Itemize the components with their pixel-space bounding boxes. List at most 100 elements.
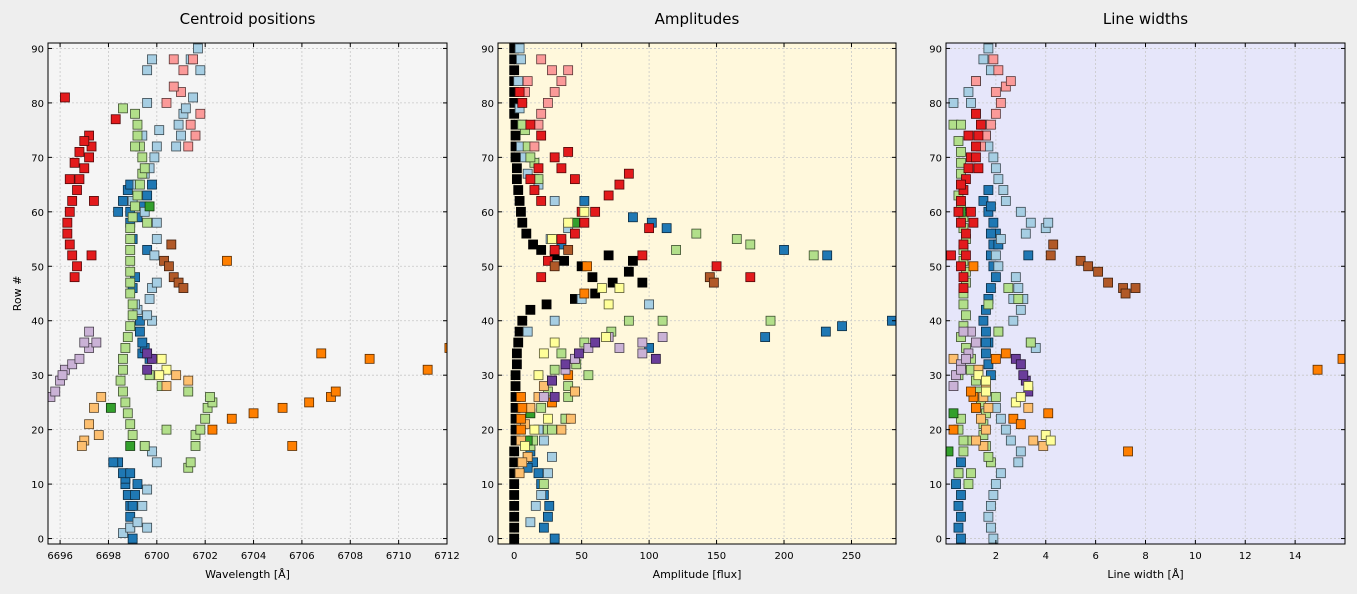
x-tick-label: 6698 [96, 551, 121, 562]
data-point [137, 152, 148, 163]
data-point [549, 196, 560, 206]
y-tick-label: 40 [31, 317, 44, 328]
data-point [966, 98, 976, 108]
data-point [132, 119, 143, 130]
data-point [188, 92, 198, 103]
data-point [948, 408, 959, 419]
data-point [968, 217, 979, 228]
data-point [961, 310, 971, 321]
data-point [151, 141, 162, 152]
data-point [130, 108, 140, 119]
x-tick-label: 6708 [338, 551, 363, 562]
y-tick-label: 70 [929, 153, 942, 164]
data-point [1028, 435, 1039, 446]
data-point [142, 364, 153, 375]
data-point [171, 370, 182, 381]
y-tick-label: 60 [929, 208, 942, 219]
data-point [125, 255, 136, 266]
data-point [1083, 261, 1094, 272]
x-axis-label: Line width [Å] [1107, 568, 1183, 581]
y-tick-label: 20 [481, 426, 494, 437]
data-point [536, 490, 547, 500]
data-point [149, 250, 160, 261]
data-point [544, 500, 555, 511]
data-point [570, 228, 580, 239]
data-point [579, 206, 590, 217]
data-point [579, 196, 590, 206]
data-point [547, 65, 557, 76]
data-point [563, 147, 574, 157]
data-point [583, 370, 594, 381]
data-point [779, 245, 789, 255]
data-point [983, 511, 994, 522]
data-point [1010, 397, 1021, 408]
data-point [69, 157, 80, 168]
axes-frame-1 [47, 42, 448, 545]
data-point [154, 125, 165, 136]
data-point [988, 217, 999, 228]
data-point [127, 533, 138, 544]
data-point [579, 288, 590, 299]
data-point [958, 283, 969, 293]
data-point [990, 108, 1001, 119]
data-point [125, 223, 136, 234]
data-point [120, 343, 131, 353]
data-point [711, 261, 722, 272]
data-point [951, 479, 961, 489]
data-point [1025, 337, 1036, 348]
data-point [1010, 353, 1021, 364]
data-point [118, 196, 128, 206]
data-point [510, 370, 521, 381]
data-point [559, 255, 570, 266]
data-point [808, 250, 819, 261]
data-point [533, 174, 544, 185]
data-point [509, 108, 520, 119]
y-tick-label: 0 [38, 535, 44, 546]
data-point [76, 441, 87, 451]
panel-2: 0 50 100 150 200 250 0 10 20 30 40 50 60 70 80 90 Amplit… [481, 10, 897, 581]
data-point [510, 152, 521, 163]
x-tick-label: 6706 [289, 551, 314, 562]
data-point [521, 228, 532, 239]
data-point [691, 228, 702, 239]
data-point [161, 381, 172, 391]
data-point [84, 152, 95, 163]
data-point [1000, 424, 1011, 435]
y-tick-label: 30 [481, 371, 494, 382]
data-point [287, 441, 298, 451]
data-point [661, 223, 672, 234]
data-point [958, 239, 969, 250]
data-point [151, 234, 162, 244]
data-point [1023, 250, 1034, 261]
y-tick-label: 90 [31, 44, 44, 55]
data-point [183, 386, 194, 397]
data-point [67, 196, 78, 206]
data-point [549, 245, 560, 255]
plot-area-1 [48, 43, 447, 544]
data-point [966, 386, 976, 397]
data-point [637, 337, 648, 348]
data-points-2 [509, 43, 896, 544]
data-point [978, 196, 989, 206]
data-point [549, 533, 560, 544]
data-point [1023, 402, 1034, 413]
y-tick-label: 60 [31, 208, 44, 219]
data-point [983, 43, 994, 54]
data-point [509, 490, 520, 500]
data-point [130, 141, 140, 152]
data-point [161, 424, 172, 435]
data-point [590, 337, 601, 348]
data-point [1015, 359, 1026, 370]
data-point [596, 283, 607, 293]
data-point [178, 283, 189, 293]
data-point [623, 266, 634, 277]
data-point [1043, 217, 1054, 228]
data-point [547, 375, 557, 386]
data-point [953, 468, 964, 479]
data-point [990, 353, 1001, 364]
data-point [522, 76, 533, 87]
data-point [956, 511, 966, 522]
data-point [948, 353, 959, 364]
data-point [956, 261, 966, 272]
